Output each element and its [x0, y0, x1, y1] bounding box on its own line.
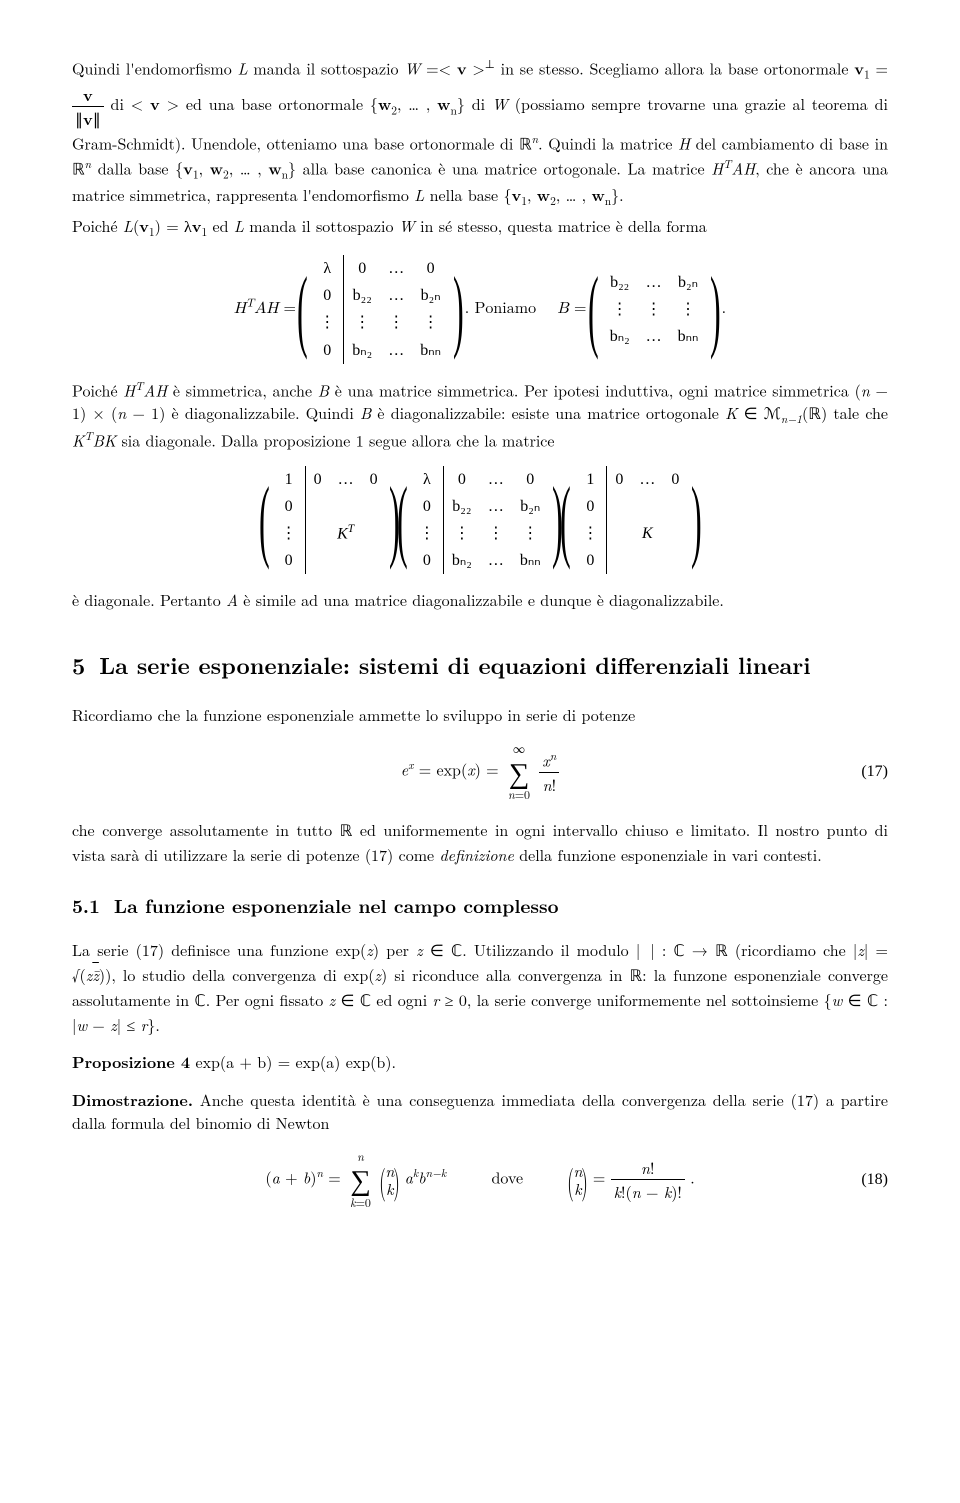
text: è diagonale. Pertanto: [72, 588, 226, 611]
proposition-statement: exp(a + b) = exp(a) exp(b).: [190, 1050, 396, 1073]
paragraph-2: Poiché L(v1) = λv1 ed L manda il sottosp…: [72, 214, 888, 241]
text: in sé stesso, questa matrice è della for…: [415, 214, 707, 237]
text: tale che: [827, 401, 888, 424]
text: di: [465, 92, 492, 115]
matrix-equation-1: HTAH = ( λ0…0 0b₂₂…b₂ₙ ⋮⋮⋮⋮ 0bₙ₂…bₙₙ ) .…: [72, 255, 888, 364]
text: di: [104, 92, 131, 115]
paragraph-5: Ricordiamo che la funzione esponenziale …: [72, 703, 888, 726]
text: è diagonalizzabile: esiste una matrice o…: [371, 401, 725, 424]
text: nella base: [424, 183, 503, 206]
text: manda il sottospazio: [248, 56, 405, 79]
equation-number: (18): [861, 1168, 888, 1191]
subsection-number: 5.1: [72, 891, 100, 919]
text: .: [619, 183, 623, 206]
subsection-5-1-heading: 5.1 La funzione esponenziale nel campo co…: [72, 892, 888, 920]
paragraph-3: Poiché HTAH è simmetrica, anche B è una …: [72, 378, 888, 452]
text: ed: [207, 214, 234, 237]
text: dove: [492, 1165, 524, 1188]
equation-18: (a + b)n = n∑k=0 (nk) akbn−k dove (nk) =…: [72, 1148, 888, 1212]
text: manda il sottospazio: [244, 214, 399, 237]
text: è simmetrica, anche: [167, 378, 318, 401]
text: è una matrice simmetrica. Per ipotesi in…: [329, 378, 855, 401]
text: ) si riconduce alla convergenza in: [381, 963, 629, 986]
text: alla base canonica è una matrice ortogon…: [296, 156, 711, 179]
paragraph-1: Quindi l'endomorfismo L manda il sottosp…: [72, 56, 888, 210]
text: sia diagonale. Dalla proposizione 1 segu…: [116, 429, 554, 452]
section-5-heading: 5 La serie esponenziale: sistemi di equaz…: [72, 648, 888, 681]
equation-number: (17): [861, 760, 888, 783]
section-title: La serie esponenziale: sistemi di equazi…: [99, 648, 810, 681]
text: , la serie converge uniformemente nel so…: [467, 988, 824, 1011]
paragraph-6: che converge assolutamente in tutto ℝ ed…: [72, 818, 888, 866]
text: è diagonalizzabile. Quindi: [165, 401, 360, 424]
text: dalla base: [91, 156, 175, 179]
proof-label: Dimostrazione.: [72, 1088, 193, 1111]
text: del cambiamento di base in: [690, 131, 888, 154]
text: ) per: [373, 938, 416, 961]
text: . Utilizzando il modulo: [462, 938, 636, 961]
text: Poiché: [72, 378, 123, 401]
paragraph-4: è diagonale. Pertanto A è simile ad una …: [72, 588, 888, 611]
text: è simile ad una matrice diagonalizzabile…: [238, 588, 724, 611]
text: ed una base ortonormale: [179, 92, 370, 115]
text-italic: definizione: [439, 843, 513, 866]
section-number: 5: [72, 648, 85, 681]
matrix-equation-2: ( 10…0 0KT ⋮ 0 ) ( λ0…0 0b₂₂…b₂ₙ ⋮⋮⋮⋮ 0b…: [72, 466, 888, 575]
text: della funzione esponenziale in vari cont…: [514, 843, 822, 866]
text: . Poniamo: [465, 301, 542, 317]
text: che converge assolutamente in tutto: [72, 818, 340, 841]
text: . Per ogni fissato: [206, 988, 329, 1011]
proposition-4: Proposizione 4 exp(a + b) = exp(a) exp(b…: [72, 1050, 888, 1073]
text: La serie (17) definisce una funzione exp…: [72, 938, 366, 961]
text: ), lo studio della convergenza di exp(: [105, 963, 374, 986]
text: Poiché: [72, 214, 123, 237]
text: Quindi l'endomorfismo: [72, 56, 238, 79]
equation-17: ex = exp(x) = ∞∑n=0 xnn! (17): [72, 740, 888, 804]
paragraph-7: La serie (17) definisce una funzione exp…: [72, 938, 888, 1037]
text: (ricordiamo che: [728, 938, 853, 961]
proof-paragraph: Dimostrazione. Anche questa identità è u…: [72, 1088, 888, 1134]
text: . Quindi la matrice: [538, 131, 678, 154]
proposition-label: Proposizione 4: [72, 1050, 190, 1073]
text: in se stesso. Scegliamo allora la base o…: [495, 56, 854, 79]
subsection-title: La funzione esponenziale nel campo compl…: [114, 891, 559, 919]
text: Anche questa identità è una conseguenza …: [72, 1088, 888, 1134]
text: ed ogni: [371, 988, 433, 1011]
